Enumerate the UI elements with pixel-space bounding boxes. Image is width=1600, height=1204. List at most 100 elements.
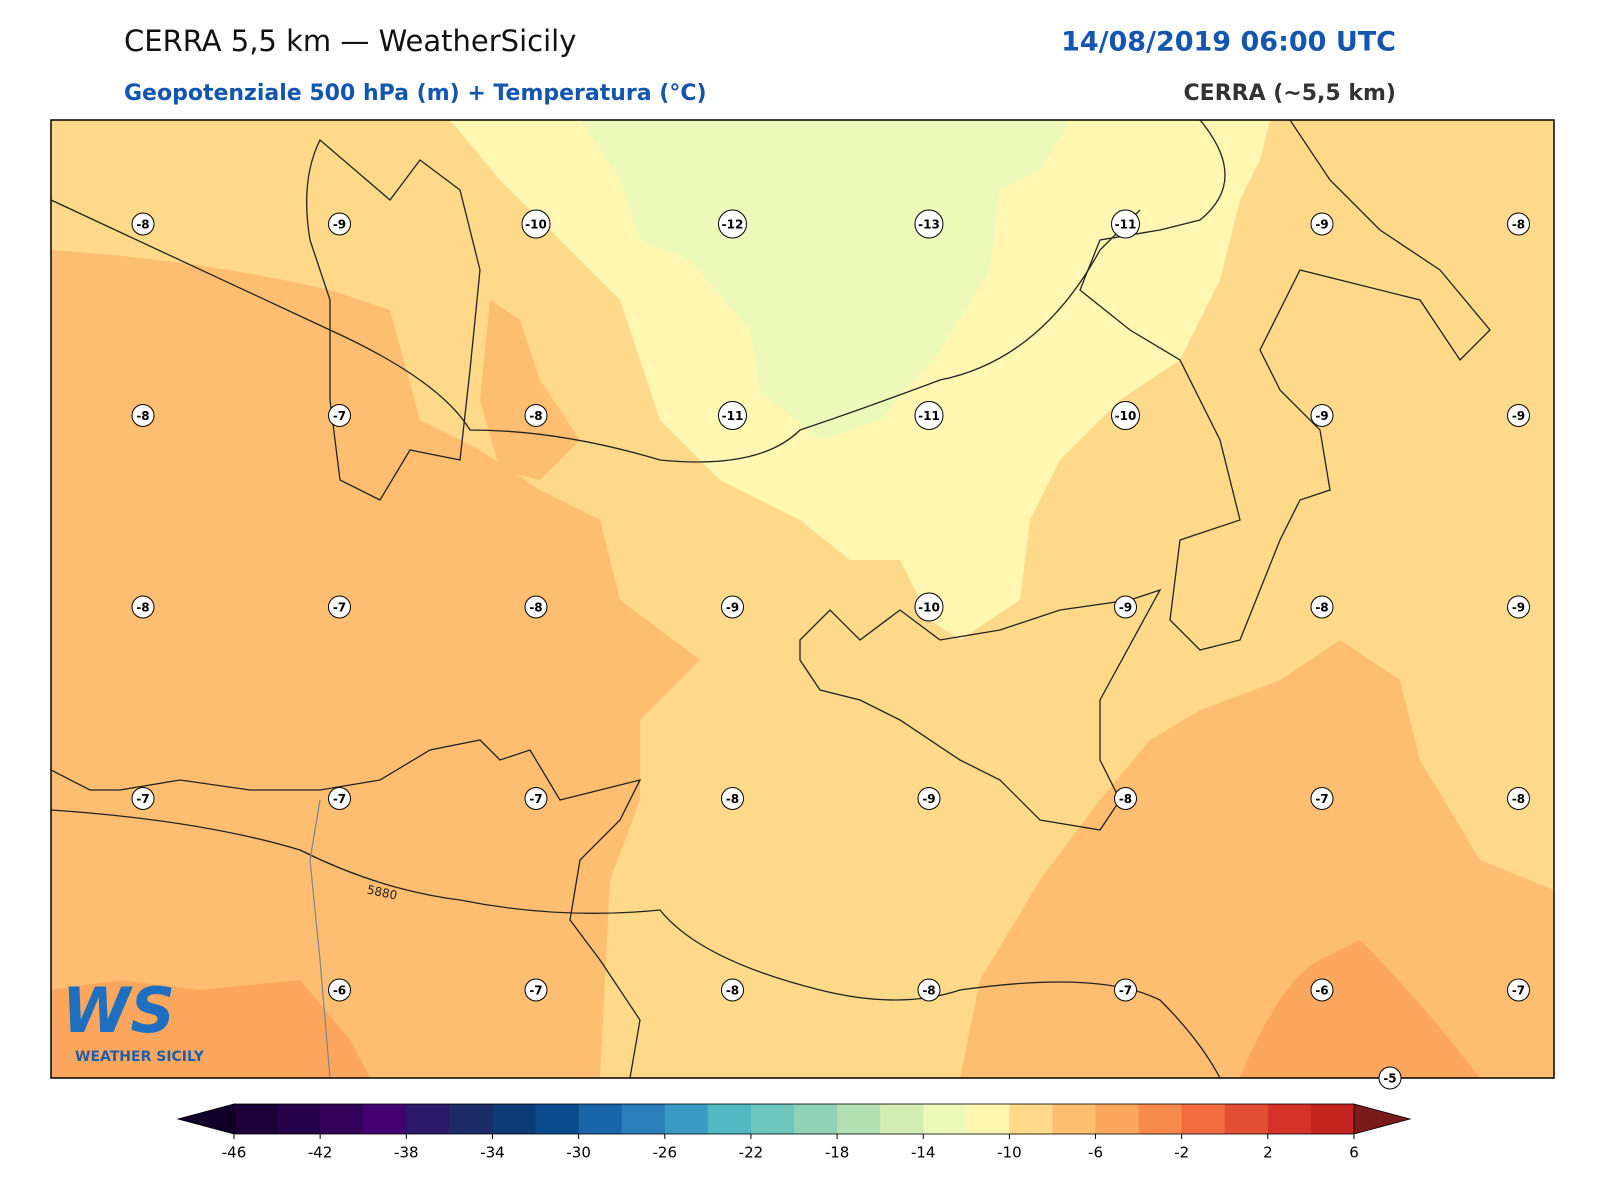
colorbar-bin bbox=[794, 1104, 838, 1134]
colorbar-bin bbox=[880, 1104, 924, 1134]
grid-value: -8 bbox=[1512, 792, 1525, 806]
colorbar-bin bbox=[535, 1104, 580, 1134]
grid-value: -9 bbox=[922, 792, 935, 806]
grid-value: -8 bbox=[136, 601, 149, 615]
grid-value: -8 bbox=[529, 409, 542, 423]
grid-marker bbox=[328, 787, 351, 810]
grid-value: -7 bbox=[529, 984, 542, 998]
grid-value: -7 bbox=[1119, 984, 1132, 998]
grid-marker bbox=[1114, 595, 1137, 619]
grid-point: -7 bbox=[1310, 787, 1334, 810]
grid-marker bbox=[1507, 595, 1530, 619]
colorbar-tick-label: -26 bbox=[653, 1144, 678, 1162]
colorbar-bin bbox=[492, 1104, 537, 1134]
grid-point: -8 bbox=[524, 595, 548, 619]
title: CERRA 5,5 km — WeatherSicily bbox=[124, 24, 576, 58]
colorbar-bin bbox=[277, 1104, 321, 1134]
colorbar-bin bbox=[449, 1104, 493, 1134]
grid-value: -9 bbox=[726, 601, 739, 615]
grid-value: -11 bbox=[722, 409, 744, 423]
grid-value: -8 bbox=[1512, 218, 1525, 232]
colorbar-over bbox=[1353, 1103, 1412, 1135]
grid-point: -13 bbox=[914, 209, 944, 239]
grid-point: -10 bbox=[1111, 401, 1140, 430]
grid-point: -8 bbox=[721, 978, 744, 1002]
colorbar-bin bbox=[234, 1104, 278, 1134]
colorbar-tick-label: -10 bbox=[997, 1144, 1022, 1162]
grid-value: -8 bbox=[726, 792, 739, 806]
grid-value: -7 bbox=[136, 792, 149, 806]
source: CERRA (~5,5 km) bbox=[1184, 81, 1396, 106]
grid-value: -8 bbox=[1315, 601, 1328, 615]
grid-value: -12 bbox=[722, 218, 744, 232]
grid-value: -8 bbox=[1119, 792, 1132, 806]
colorbar-bin bbox=[1181, 1104, 1226, 1134]
grid-value: -11 bbox=[1115, 218, 1137, 232]
colorbar-tick-label: -6 bbox=[1088, 1144, 1103, 1162]
colorbar-bin bbox=[707, 1104, 752, 1134]
colorbar-bin bbox=[837, 1104, 881, 1134]
grid-point: -7 bbox=[1507, 978, 1530, 1002]
grid-point: -7 bbox=[131, 787, 155, 810]
colorbar-bin bbox=[1310, 1104, 1355, 1134]
grid-marker bbox=[1111, 209, 1140, 239]
subtitle: Geopotenziale 500 hPa (m) + Temperatura … bbox=[124, 81, 707, 106]
grid-marker bbox=[1310, 404, 1334, 427]
grid-point: -10 bbox=[521, 209, 551, 239]
grid-marker bbox=[1310, 212, 1334, 236]
grid-point: -7 bbox=[1114, 978, 1137, 1002]
grid-marker bbox=[524, 595, 548, 619]
colorbar-tick-label: 2 bbox=[1263, 1144, 1273, 1162]
logo-mark: WS bbox=[62, 974, 175, 1047]
colorbar-tick-label: -42 bbox=[308, 1144, 333, 1162]
grid-point: -9 bbox=[917, 787, 941, 810]
colorbar-tick-label: -2 bbox=[1174, 1144, 1189, 1162]
colorbar-under bbox=[176, 1103, 235, 1135]
grid-value: -8 bbox=[136, 409, 149, 423]
grid-point: -9 bbox=[721, 595, 744, 619]
map-frame bbox=[50, 119, 1555, 1079]
colorbar-bin bbox=[363, 1104, 407, 1134]
colorbar-bin bbox=[750, 1104, 795, 1134]
grid-value: -7 bbox=[1315, 792, 1328, 806]
logo: WS WEATHER SICILY bbox=[62, 974, 205, 1065]
grid-point: -10 bbox=[914, 592, 944, 622]
colorbar-frame bbox=[233, 1103, 1355, 1135]
grid-point: -8 bbox=[1507, 212, 1530, 236]
grid-value: -7 bbox=[333, 792, 346, 806]
grid-marker bbox=[914, 401, 944, 430]
grid-marker bbox=[718, 209, 747, 239]
grid-marker bbox=[1378, 1066, 1402, 1090]
grid-point: -6 bbox=[328, 978, 351, 1002]
grid-value: -9 bbox=[1119, 601, 1132, 615]
grid-point: -8 bbox=[1507, 787, 1530, 810]
grid-point: -7 bbox=[328, 787, 351, 810]
grid-point: -7 bbox=[328, 595, 351, 619]
grid-marker bbox=[721, 595, 744, 619]
grid-value: -10 bbox=[525, 218, 547, 232]
grid-marker bbox=[1507, 978, 1530, 1002]
grid-marker bbox=[131, 212, 155, 236]
grid-marker bbox=[131, 595, 155, 619]
grid-marker bbox=[721, 787, 744, 810]
grid-value: -9 bbox=[333, 218, 346, 232]
grid-point: -11 bbox=[1111, 209, 1140, 239]
grid-value: -5 bbox=[1383, 1072, 1396, 1086]
colorbar-tick-label: 6 bbox=[1349, 1144, 1359, 1162]
grid-point: -9 bbox=[1507, 404, 1530, 427]
colorbar-bin bbox=[923, 1104, 967, 1134]
grid-value: -7 bbox=[333, 409, 346, 423]
grid-marker bbox=[1310, 978, 1334, 1002]
grid-point: -8 bbox=[1310, 595, 1334, 619]
logo-text: WEATHER SICILY bbox=[75, 1049, 205, 1065]
colorbar-bin bbox=[406, 1104, 450, 1134]
grid-point: -8 bbox=[917, 978, 941, 1002]
colorbar-bin bbox=[1095, 1104, 1140, 1134]
grid-point: -9 bbox=[1507, 595, 1530, 619]
grid-marker bbox=[1507, 787, 1530, 810]
colorbar-bin bbox=[1267, 1104, 1312, 1134]
grid-marker bbox=[131, 787, 155, 810]
grid-value: -7 bbox=[333, 601, 346, 615]
grid-value: -10 bbox=[1115, 409, 1137, 423]
grid-marker bbox=[1111, 401, 1140, 430]
